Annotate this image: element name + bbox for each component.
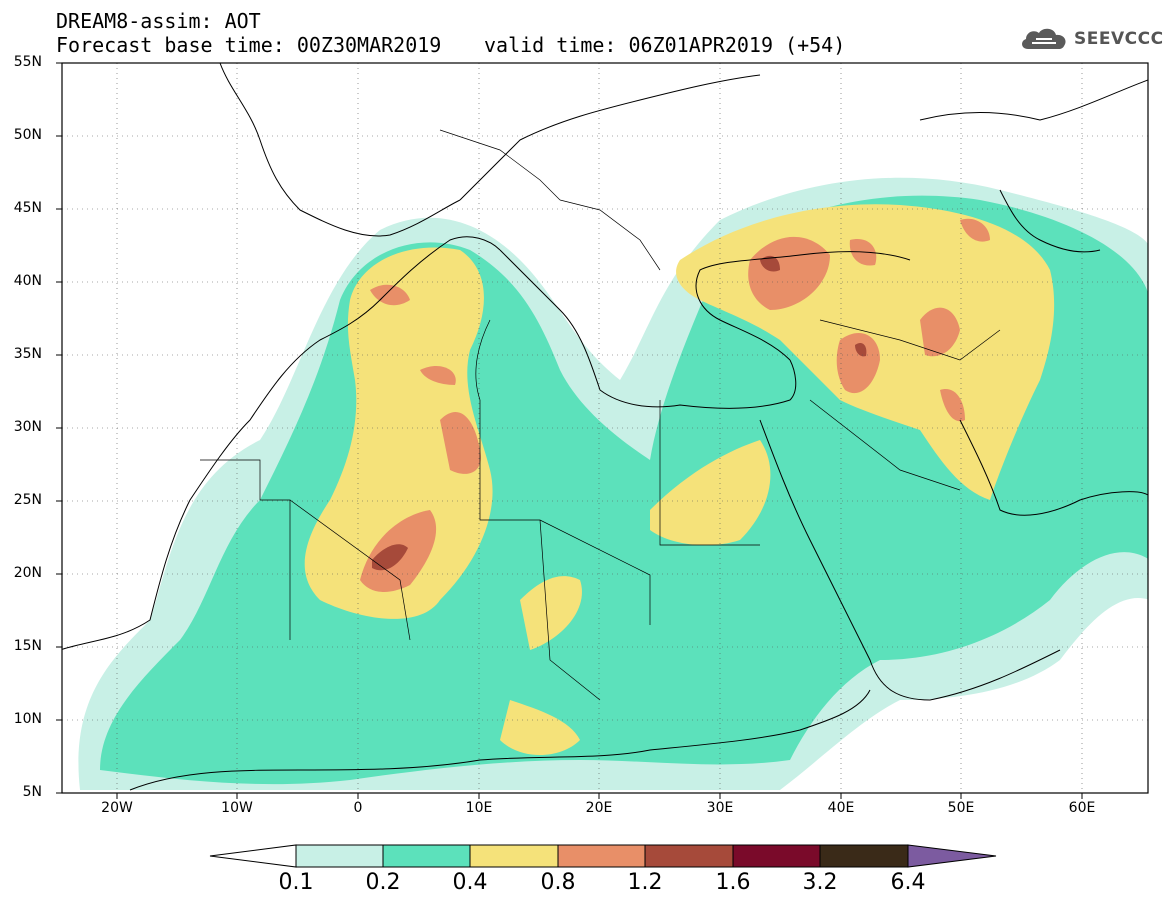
lon-label: 40E	[827, 800, 855, 816]
lon-label: 20E	[585, 800, 613, 816]
lat-label: 20N	[13, 565, 42, 581]
colorbar-label: 1.2	[627, 870, 663, 895]
lon-label: 10E	[465, 800, 493, 816]
coastlines	[62, 63, 1148, 791]
colorbar-bin	[819, 844, 909, 868]
colorbar-label: 1.6	[715, 870, 751, 895]
lat-lon-grid	[62, 63, 1148, 793]
lat-label: 25N	[13, 492, 42, 508]
seevccc-logo: SEEVCCC	[1018, 24, 1164, 54]
colorbar-min-arrow	[209, 844, 297, 868]
lat-label: 50N	[13, 127, 42, 143]
cloud-icon	[1022, 28, 1066, 49]
lat-label: 30N	[13, 419, 42, 435]
lat-label: 55N	[13, 54, 42, 70]
axis-ticks	[56, 62, 1083, 799]
lat-label: 45N	[13, 200, 42, 216]
logo-text: SEEVCCC	[1074, 29, 1164, 49]
aot-field-1.2	[372, 255, 867, 571]
lat-label: 40N	[13, 273, 42, 289]
colorbar-bin	[469, 844, 559, 868]
map-title: DREAM8-assim: AOT	[56, 9, 261, 33]
lon-label: 10W	[221, 800, 253, 816]
lon-label: 0	[353, 800, 363, 816]
valid-time: valid time: 06Z01APR2019 (+54)	[484, 33, 846, 57]
colorbar-label: 3.2	[802, 870, 838, 895]
colorbar-label: 0.1	[278, 870, 314, 895]
colorbar-label: 0.8	[540, 870, 576, 895]
colorbar-max-arrow	[907, 844, 997, 868]
colorbar-bin	[732, 844, 821, 868]
colorbar-label: 6.4	[890, 870, 926, 895]
lon-label: 20W	[101, 800, 133, 816]
lon-label: 60E	[1068, 800, 1096, 816]
lon-label: 30E	[706, 800, 734, 816]
lat-label: 5N	[22, 784, 42, 800]
lat-label: 10N	[13, 711, 42, 727]
forecast-base-time: Forecast base time: 00Z30MAR2019	[56, 33, 442, 57]
colorbar-bin	[382, 844, 471, 868]
lat-label: 35N	[13, 346, 42, 362]
colorbar-bin	[295, 844, 384, 868]
lon-label: 50E	[947, 800, 975, 816]
country-borders	[200, 129, 1001, 701]
lat-label: 15N	[13, 638, 42, 654]
colorbar-label: 0.4	[452, 870, 488, 895]
colorbar	[209, 844, 997, 868]
colorbar-label: 0.2	[365, 870, 401, 895]
colorbar-bin	[557, 844, 646, 868]
colorbar-bin	[644, 844, 734, 868]
